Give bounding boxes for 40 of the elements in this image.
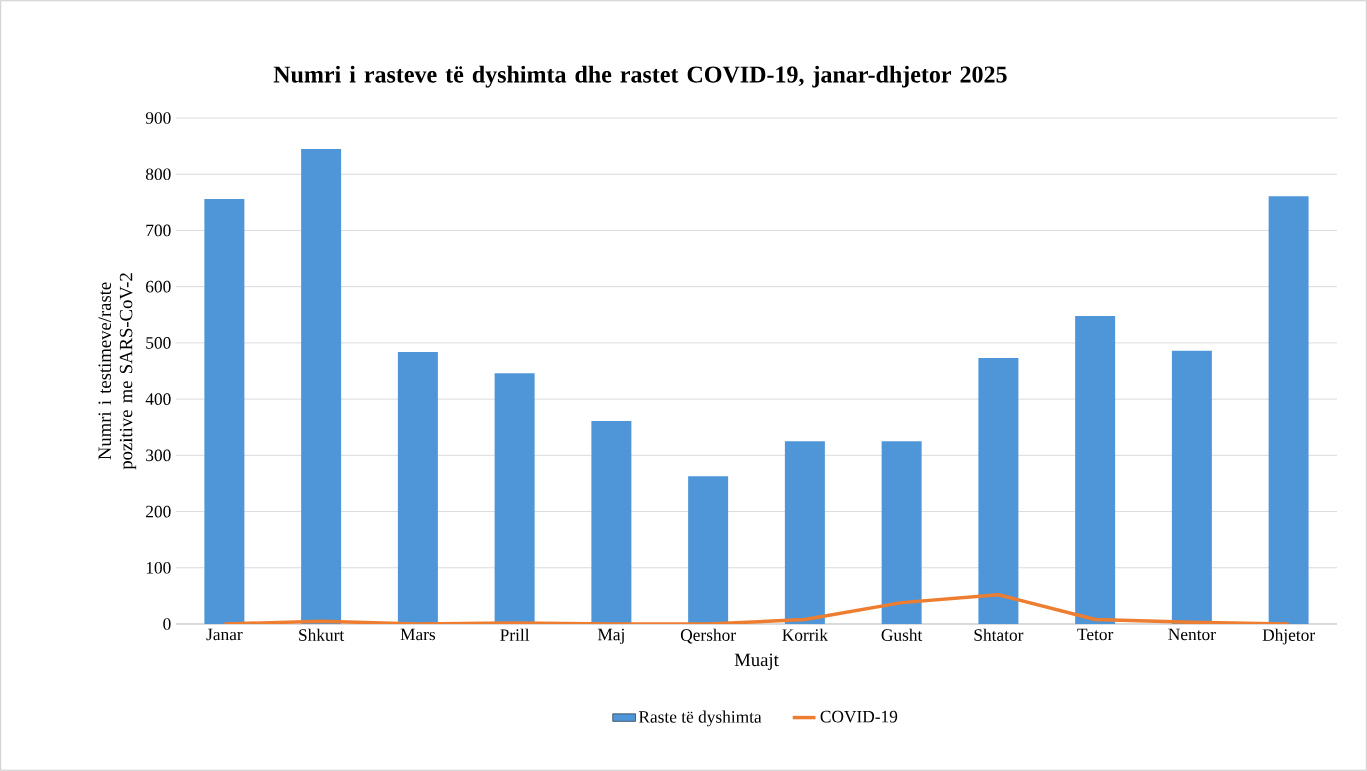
bar <box>881 441 922 624</box>
x-tick-label: Mars <box>400 628 436 641</box>
y-tick-label: 100 <box>146 561 171 574</box>
bar <box>1268 196 1309 624</box>
x-tick-label: Prill <box>500 628 530 641</box>
y-tick-label: 200 <box>146 505 171 518</box>
y-tick-label: 0 <box>163 618 171 630</box>
bar <box>301 148 342 624</box>
bar <box>591 421 632 624</box>
bar <box>978 358 1019 624</box>
y-tick-label: 600 <box>146 280 171 293</box>
y-tick-label: 900 <box>145 112 171 124</box>
legend-label: Raste të dyshimta <box>638 710 762 727</box>
x-tick-label: Qershor <box>680 628 736 644</box>
bar <box>204 198 245 624</box>
chart-title: Numri i rasteve të dyshimta dhe rastet COVID-19, janar-dhjetor 2025 <box>273 65 1007 88</box>
y-tick-label: 700 <box>146 224 171 237</box>
x-tick-label: Shtator <box>974 628 1024 641</box>
bar <box>1171 350 1212 624</box>
bar <box>494 373 535 624</box>
y-tick-label: 400 <box>145 393 171 405</box>
x-axis-title: Muajt <box>734 653 779 670</box>
x-tick-label: Shkurt <box>299 628 345 641</box>
y-tick-label: 500 <box>146 337 171 349</box>
y-axis-title: Numri i testimeve/raste pozitive me SARS-CoV-2 <box>98 273 137 470</box>
bar <box>1075 315 1116 624</box>
bar <box>397 351 438 624</box>
legend-label: COVID-19 <box>820 710 898 723</box>
bar <box>688 476 729 624</box>
x-tick-label: Nentor <box>1168 628 1216 641</box>
x-tick-label: Dhjetor <box>1262 628 1315 645</box>
bar <box>784 441 825 624</box>
x-tick-label: Janar <box>206 628 243 641</box>
x-tick-label: Korrik <box>782 628 828 641</box>
line-series <box>222 593 1291 624</box>
y-tick-label: 300 <box>146 449 171 462</box>
x-tick-label: Maj <box>597 628 624 644</box>
x-tick-label: Tetor <box>1077 628 1114 641</box>
y-tick-label: 800 <box>145 168 171 181</box>
x-tick-label: Gusht <box>881 628 923 641</box>
